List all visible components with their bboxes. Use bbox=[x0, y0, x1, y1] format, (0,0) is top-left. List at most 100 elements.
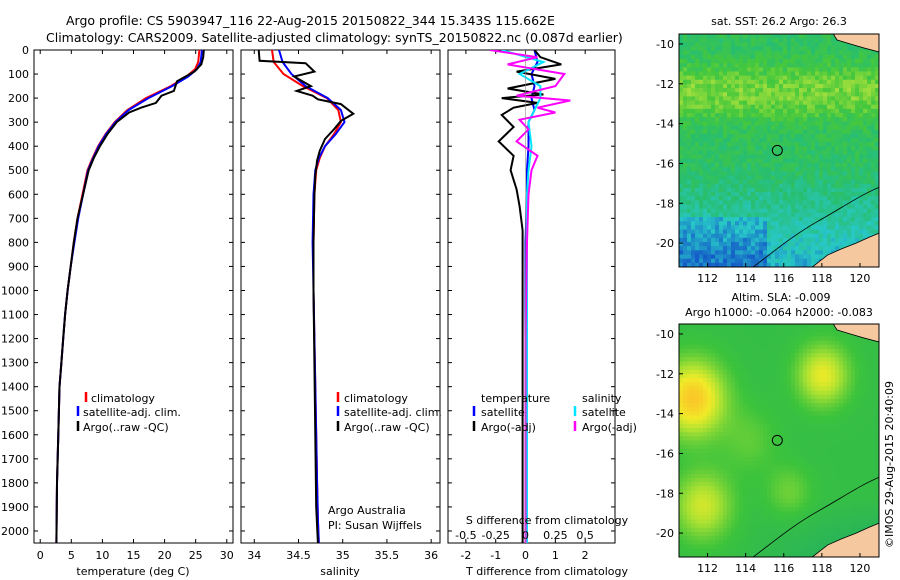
map-cell bbox=[763, 407, 768, 412]
map-cell bbox=[695, 415, 700, 421]
map-cell bbox=[743, 146, 748, 151]
map-cell bbox=[835, 242, 840, 247]
map-cell bbox=[815, 150, 820, 156]
map-cell bbox=[815, 233, 820, 239]
map-cell bbox=[755, 477, 760, 483]
map-cell bbox=[827, 196, 832, 201]
map-cell bbox=[731, 71, 736, 77]
map-cell bbox=[843, 386, 848, 391]
map-cell bbox=[711, 217, 716, 222]
map-cell bbox=[827, 104, 832, 110]
map-cell bbox=[723, 187, 728, 193]
map-cell bbox=[755, 233, 760, 239]
map-cell bbox=[871, 373, 876, 379]
map-cell bbox=[695, 71, 700, 77]
map-cell bbox=[863, 138, 868, 143]
map-cell bbox=[831, 158, 836, 164]
map-cell bbox=[763, 328, 768, 333]
map-cell bbox=[699, 158, 704, 164]
map-cell bbox=[811, 117, 816, 122]
map-cell bbox=[791, 328, 796, 333]
map-cell bbox=[819, 167, 824, 172]
map-cell bbox=[859, 117, 864, 122]
map-cell bbox=[851, 221, 856, 226]
map-cell bbox=[747, 403, 752, 408]
map-cell bbox=[751, 221, 756, 226]
map-cell bbox=[787, 34, 792, 39]
map-cell bbox=[771, 113, 776, 118]
map-cell bbox=[695, 121, 700, 126]
legend-label: Argo(..raw -QC) bbox=[344, 421, 430, 434]
map-cell bbox=[735, 369, 740, 375]
map-cell bbox=[807, 242, 812, 247]
map-cell bbox=[867, 428, 872, 433]
map-cell bbox=[863, 477, 868, 483]
map-cell bbox=[691, 92, 696, 97]
map-cell bbox=[711, 221, 716, 226]
map-cell bbox=[835, 146, 840, 151]
map-cell bbox=[783, 71, 788, 77]
map-cell bbox=[723, 42, 728, 47]
map-cell bbox=[763, 250, 768, 255]
map-cell bbox=[683, 473, 688, 479]
map-cell bbox=[759, 204, 764, 210]
map-cell bbox=[751, 436, 756, 441]
map-cell bbox=[863, 340, 868, 346]
map-cell bbox=[783, 133, 788, 139]
map-cell bbox=[851, 54, 856, 60]
map-cell bbox=[795, 411, 800, 416]
map-cell bbox=[775, 67, 780, 72]
map-cell bbox=[875, 175, 879, 181]
map-cell bbox=[695, 142, 700, 147]
map-cell bbox=[679, 378, 684, 383]
map-cell bbox=[703, 444, 708, 450]
map-cell bbox=[863, 419, 868, 425]
map-cell bbox=[819, 250, 824, 255]
map-cell bbox=[763, 196, 768, 201]
map-cell bbox=[731, 344, 736, 350]
map-cell bbox=[807, 432, 812, 437]
map-cell bbox=[847, 121, 852, 126]
map-cell bbox=[787, 452, 792, 458]
map-cell bbox=[779, 187, 784, 193]
map-cell bbox=[847, 167, 852, 172]
map-cell bbox=[855, 436, 860, 441]
map-cell bbox=[739, 365, 744, 371]
map-cell bbox=[691, 361, 696, 367]
map-cell bbox=[679, 423, 684, 429]
map-cell bbox=[823, 75, 828, 81]
map-cell bbox=[767, 357, 772, 362]
map-cell bbox=[711, 158, 716, 164]
map-cell bbox=[843, 204, 848, 210]
map-cell bbox=[707, 353, 712, 358]
map-cell bbox=[811, 200, 816, 205]
map-cell bbox=[743, 129, 748, 135]
map-cell bbox=[843, 415, 848, 421]
map-cell bbox=[867, 162, 872, 168]
map-cell bbox=[731, 378, 736, 383]
map-cell bbox=[747, 237, 752, 243]
map-cell bbox=[799, 477, 804, 483]
map-cell bbox=[755, 394, 760, 400]
map-cell bbox=[835, 221, 840, 226]
map-cell bbox=[807, 58, 812, 64]
map-cell bbox=[735, 357, 740, 362]
map-cell bbox=[847, 100, 852, 106]
map-cell bbox=[831, 42, 836, 47]
map-cell bbox=[747, 254, 752, 260]
map-cell bbox=[719, 452, 724, 458]
map-cell bbox=[803, 67, 808, 72]
map-cell bbox=[839, 100, 844, 106]
map-cell bbox=[679, 473, 684, 479]
map-cell bbox=[811, 477, 816, 483]
map-cell bbox=[771, 452, 776, 458]
map-cell bbox=[823, 204, 828, 210]
map-cell bbox=[691, 162, 696, 168]
map-cell bbox=[771, 200, 776, 205]
map-cell bbox=[867, 196, 872, 201]
map-cell bbox=[819, 63, 824, 68]
map-cell bbox=[707, 452, 712, 458]
map-cell bbox=[719, 336, 724, 342]
map-cell bbox=[803, 225, 808, 230]
map-cell bbox=[679, 415, 684, 421]
